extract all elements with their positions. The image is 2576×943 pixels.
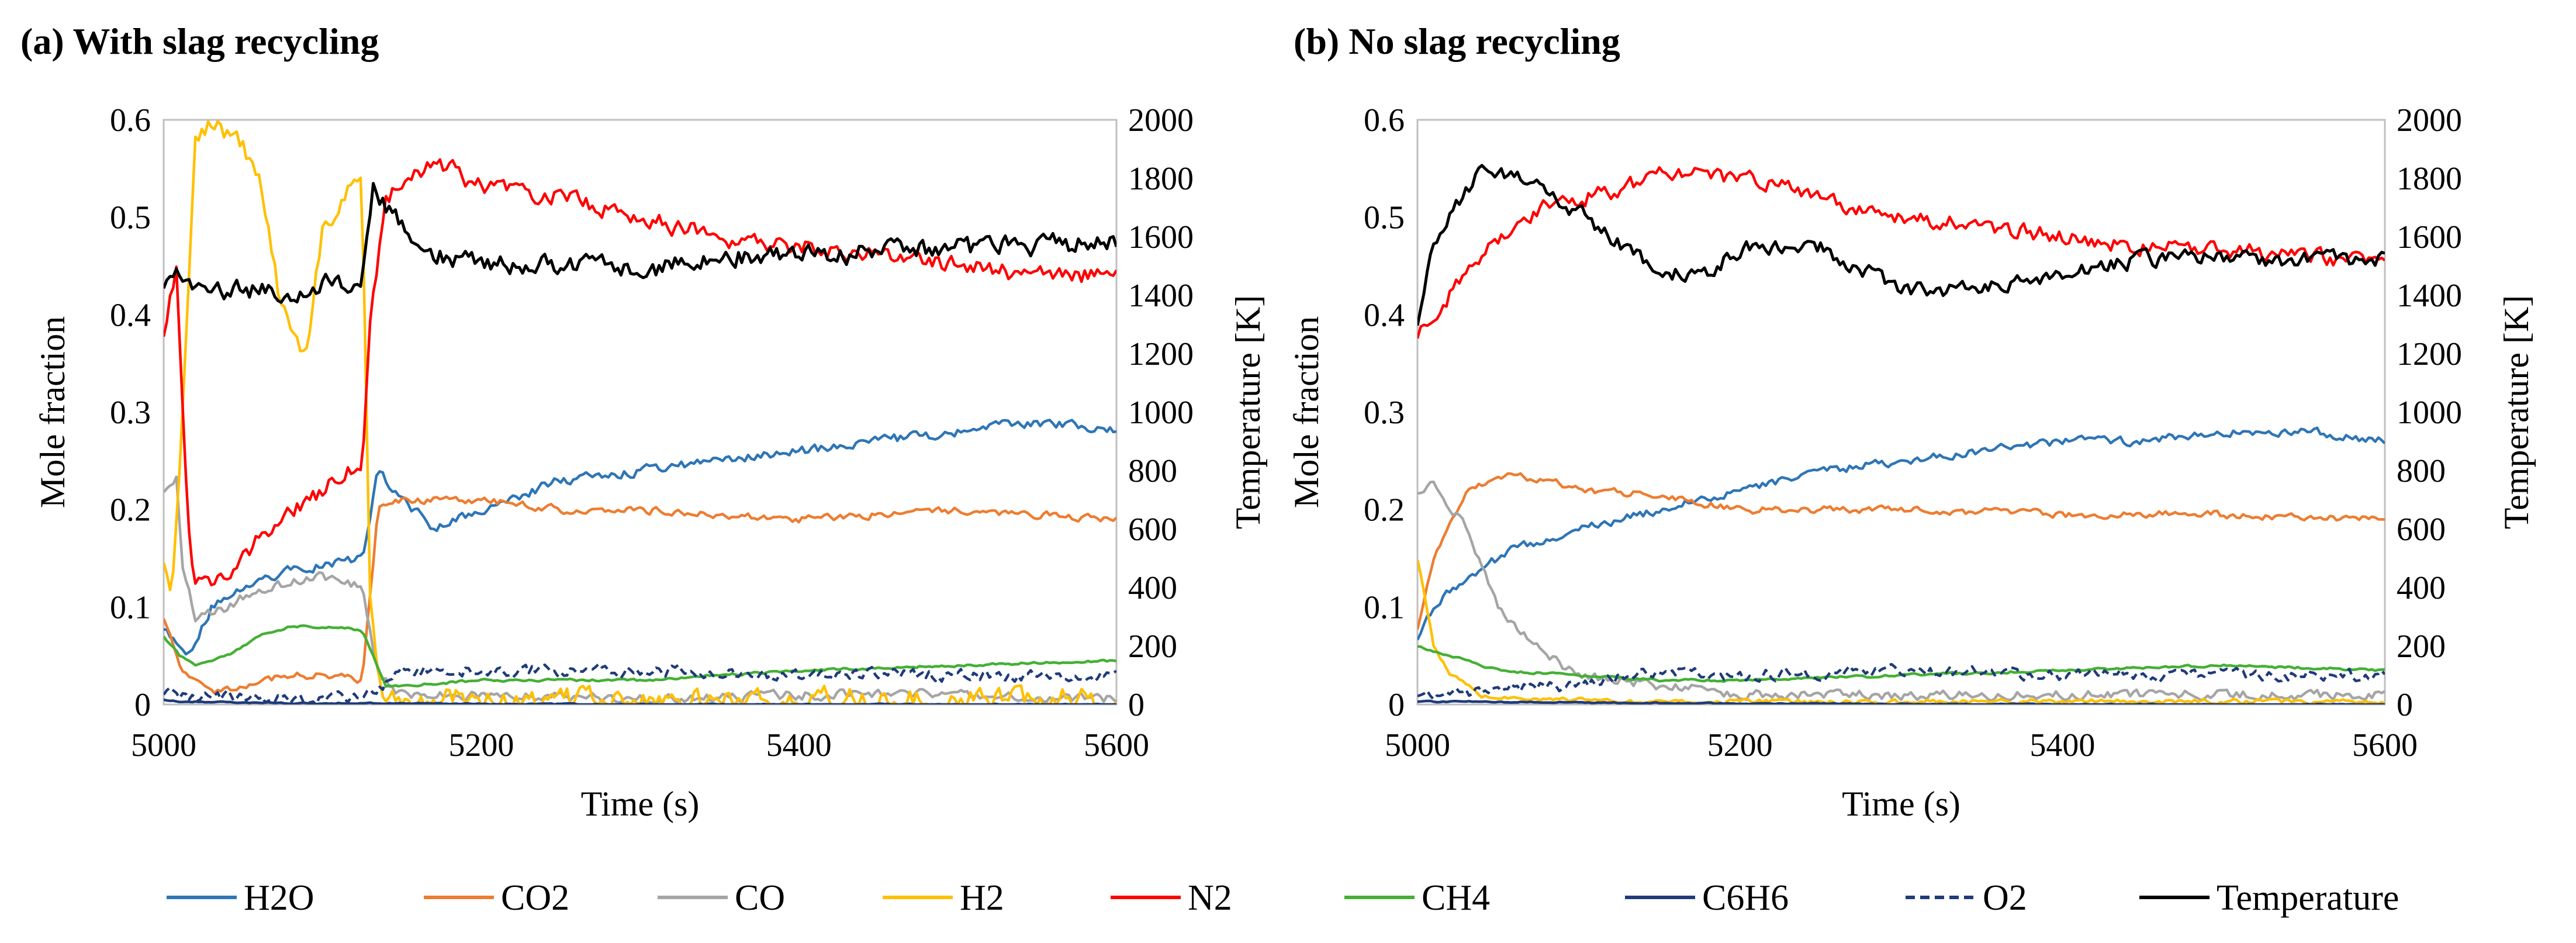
legend-label-co2: CO2 [501,878,569,918]
series-line-o2 [164,662,1116,704]
y2-tick-label: 1600 [2397,219,2462,255]
series-line-h2o [164,419,1116,656]
y2-tick-label: 800 [2397,453,2446,489]
y2-tick-label: 1400 [1128,278,1194,314]
series-line-c6h6 [1417,699,2385,704]
y-tick-label: 0.6 [110,102,151,139]
series-group [1417,164,2385,704]
panel-a-title: (a) With slag recycling [20,20,379,62]
y2-tick-label: 1000 [1128,395,1194,431]
x-tick-label: 5400 [2029,727,2095,764]
y2-tick-label: 2000 [1128,102,1194,139]
legend-label-o2: O2 [1983,878,2027,918]
series-line-co [164,475,1116,704]
series-line-co2 [1417,472,2385,630]
y-tick-label: 0.3 [1364,395,1405,431]
x-tick-label: 5000 [1385,727,1450,764]
y2-axis-title: Temperature [K] [2497,295,2536,530]
y2-tick-label: 600 [2397,512,2446,548]
legend-label-co: CO [735,878,785,918]
y2-tick-label: 0 [1128,687,1144,723]
series-line-h2 [1417,559,2385,704]
y2-tick-label: 1800 [1128,161,1194,197]
y2-tick-label: 200 [1128,628,1177,665]
series-line-h2o [1417,426,2385,641]
y2-tick-label: 1800 [2397,161,2462,197]
y2-tick-label: 0 [2397,687,2413,723]
y2-tick-label: 1000 [2397,395,2462,431]
legend-label-h2o: H2O [244,878,314,918]
series-line-ch4 [164,624,1116,688]
y-tick-label: 0.6 [1364,102,1405,139]
series-line-co2 [164,495,1116,695]
y2-tick-label: 600 [1128,512,1177,548]
y2-tick-label: 400 [1128,570,1177,606]
legend-label-h2: H2 [960,878,1004,918]
x-tick-label: 5200 [448,727,514,764]
series-line-n2 [164,158,1116,587]
plot-area [162,119,1118,706]
y-tick-label: 0.4 [110,297,151,333]
legend: H2O CO2 CO H2 N2 CH4 C6H6 O2 Temperature [167,878,2399,918]
series-line-o2 [1417,662,2385,701]
series-line-h2 [164,120,1116,704]
y-tick-label: 0.2 [1364,492,1405,529]
series-line-temperature [164,182,1116,304]
series-line-n2 [1417,166,2385,339]
y2-axis-title: Temperature [K] [1229,295,1267,530]
y-tick-label: 0 [1388,687,1405,723]
series-line-ch4 [1417,645,2385,683]
panel-b-chart: (b) No slag recycling 0 0.1 0.2 0.3 0.4 0.5 0.6… [1287,20,2536,823]
y-tick-label: 0.1 [110,589,151,626]
x-tick-label: 5000 [131,727,196,764]
y2-tick-label: 200 [2397,628,2446,665]
legend-label-c6h6: C6H6 [1702,878,1789,918]
y-tick-label: 0 [134,687,151,723]
y2-tick-label: 1200 [1128,336,1194,372]
x-tick-label: 5600 [2352,727,2418,764]
legend-label-temperature: Temperature [2217,878,2399,918]
x-tick-label: 5600 [1084,727,1149,764]
y-axis-title: Mole fraction [1287,316,1326,508]
y2-tick-label: 800 [1128,453,1177,489]
y-tick-label: 0.1 [1364,589,1405,626]
y-tick-label: 0.5 [1364,200,1405,236]
series-line-co [1417,480,2385,702]
y2-tick-label: 1600 [1128,219,1194,255]
y-tick-label: 0.3 [110,395,151,431]
legend-label-n2: N2 [1188,878,1232,918]
y-tick-label: 0.5 [110,200,151,236]
x-axis-title: Time (s) [581,785,700,823]
series-line-temperature [1417,164,2385,326]
y-axis-title: Mole fraction [33,316,72,508]
x-tick-label: 5200 [1707,727,1773,764]
panel-b-title: (b) No slag recycling [1294,20,1620,62]
y2-tick-label: 1200 [2397,336,2462,372]
series-line-c6h6 [164,698,1116,704]
y-tick-label: 0.2 [110,492,151,529]
x-tick-label: 5400 [766,727,832,764]
y2-tick-label: 400 [2397,570,2446,606]
x-axis-title: Time (s) [1842,785,1960,823]
panel-a-chart: (a) With slag recycling 0 0.1 0.2 0.3 0.4 0.5 0… [20,20,1267,823]
y2-tick-label: 2000 [2397,102,2462,139]
y-tick-label: 0.4 [1364,297,1405,333]
y2-tick-label: 1400 [2397,278,2462,314]
legend-label-ch4: CH4 [1422,878,1490,918]
series-group [164,120,1116,704]
